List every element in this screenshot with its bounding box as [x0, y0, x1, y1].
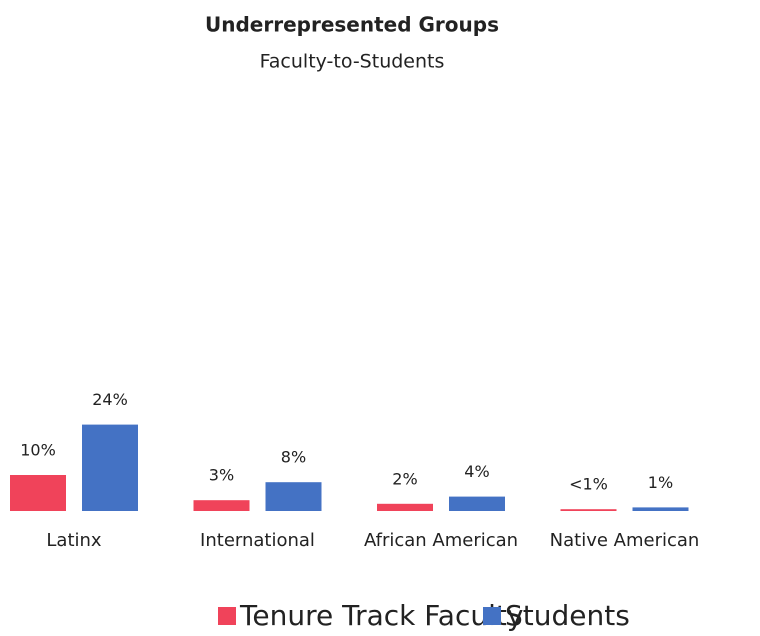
chart-subtitle: Faculty-to-Students: [260, 51, 445, 73]
legend-label: Tenure Track Faculty: [239, 599, 523, 632]
bar: [560, 509, 617, 511]
data-label: 3%: [209, 466, 234, 485]
bar: [193, 500, 250, 511]
bar: [265, 482, 322, 511]
data-label: 8%: [281, 448, 306, 467]
x-tick-label: International: [200, 530, 315, 551]
bar: [10, 475, 66, 511]
bar: [449, 496, 505, 511]
data-label: <1%: [569, 475, 608, 494]
x-tick-label: Native American: [550, 530, 700, 551]
x-tick-label: African American: [364, 530, 518, 551]
x-tick-label: Latinx: [46, 530, 102, 551]
data-label: 24%: [92, 390, 128, 409]
data-label: 10%: [20, 441, 56, 460]
bar: [82, 424, 138, 511]
chart-title: Underrepresented Groups: [205, 13, 499, 37]
legend-swatch: [218, 607, 236, 625]
data-label: 4%: [464, 462, 489, 481]
legend-label: Students: [505, 599, 630, 632]
bar: [632, 507, 689, 511]
bar: [377, 503, 433, 511]
data-label: 2%: [392, 469, 417, 488]
data-label: 1%: [648, 473, 673, 492]
legend-swatch: [483, 607, 501, 625]
